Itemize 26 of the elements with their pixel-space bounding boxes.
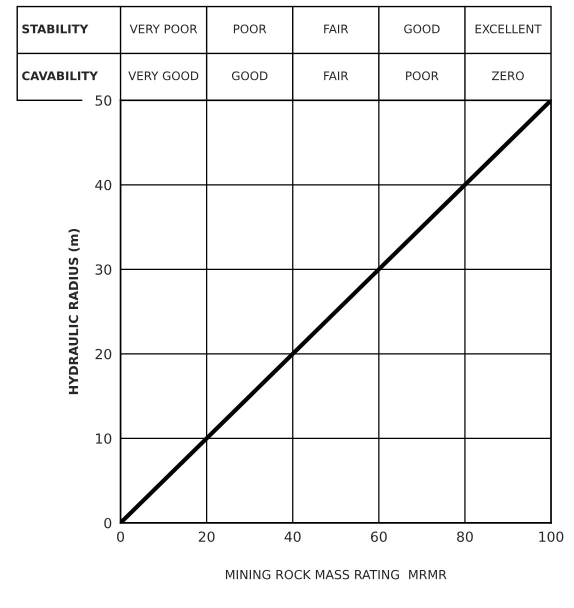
x-tick-label: 80 xyxy=(457,531,473,542)
y-tick-label: 30 xyxy=(96,264,112,275)
y-tick-label: 50 xyxy=(96,95,112,106)
text: FAIR xyxy=(324,72,348,80)
text: VERY GOOD xyxy=(128,71,198,80)
x-tick-label: 20 xyxy=(198,531,215,542)
text: POOR xyxy=(234,24,266,34)
text: POOR xyxy=(406,71,439,80)
x-tick-label: 100 xyxy=(539,531,564,542)
y-tick-label: 20 xyxy=(96,348,112,360)
text: FAIR xyxy=(324,24,348,34)
x-axis-title: MINING ROCK MASS RATING MRMR xyxy=(226,570,446,580)
text: GOOD xyxy=(232,71,268,80)
y-tick-label: 10 xyxy=(96,433,112,444)
text: CAVABILITY xyxy=(22,71,98,80)
text: VERY POOR xyxy=(130,24,198,34)
x-tick-label: 0 xyxy=(117,531,124,542)
x-tick-label: 40 xyxy=(284,531,301,542)
x-tick-label: 60 xyxy=(370,531,387,542)
text: GOOD xyxy=(404,24,440,34)
text: ZERO xyxy=(492,71,524,80)
y-tick-label: 40 xyxy=(95,180,112,190)
text: STABILITY xyxy=(22,24,88,34)
y-tick-label: 0 xyxy=(104,518,112,528)
y-axis-title: HYDRAULIC RADIUS (m) xyxy=(68,228,80,394)
text: EXCELLENT xyxy=(476,24,542,34)
